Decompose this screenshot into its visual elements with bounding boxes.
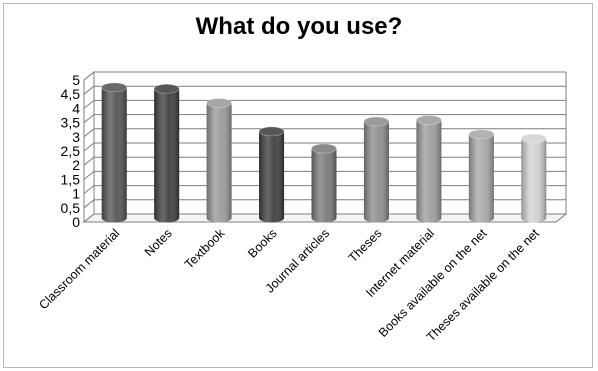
chart-frame: What do you use? 0 0,5 1 1,5 2 2,5 3 3,5 4 4,5 5 Cl… [3,3,593,368]
bar [415,115,442,223]
x-tick-label: Notes [142,226,175,259]
x-tick-label: Textbook [182,226,228,272]
y-tick-label: 4,5 [61,86,81,102]
bar-layer [101,82,547,223]
gridline-depth [83,142,95,152]
y-tick-label: 0 [72,214,80,230]
bar [311,143,337,223]
gridline-depth [83,156,95,166]
x-tick-label: Classroom material [36,226,122,312]
gridline-depth [83,171,95,180]
y-tick-label: 5 [72,72,80,88]
y-tick-label: 3 [72,129,80,145]
y-tick-label: 1 [72,186,80,202]
y-tick-label: 0,5 [61,200,81,216]
bar [258,126,285,223]
gridline-depth [83,199,95,209]
bar [520,133,547,223]
y-tick-label: 2 [72,157,80,173]
bar [153,83,180,223]
y-tick-label: 1,5 [61,171,81,187]
chart-title: What do you use? [195,13,403,40]
gridline-depth [83,128,95,138]
gridline-depth [83,114,95,123]
x-tick-label: Books available on the net [376,226,490,340]
gridline-depth [83,100,95,109]
gridline-depth [83,85,95,95]
x-tick-label: Theses [346,226,385,265]
bar [101,82,128,223]
x-tick-label: Books [245,226,279,260]
y-tick-label: 3,5 [61,115,81,131]
y-tick-label: 4 [72,100,80,116]
bar [468,129,495,223]
y-tick-label: 2,5 [61,143,81,159]
x-tick-label: Theses available on the net [424,226,542,344]
bar [206,98,233,223]
gridline-depth [83,185,95,194]
bar [363,116,390,223]
chart-plot: 00,511,522,533,544,55 Classroom material N… [36,70,568,344]
